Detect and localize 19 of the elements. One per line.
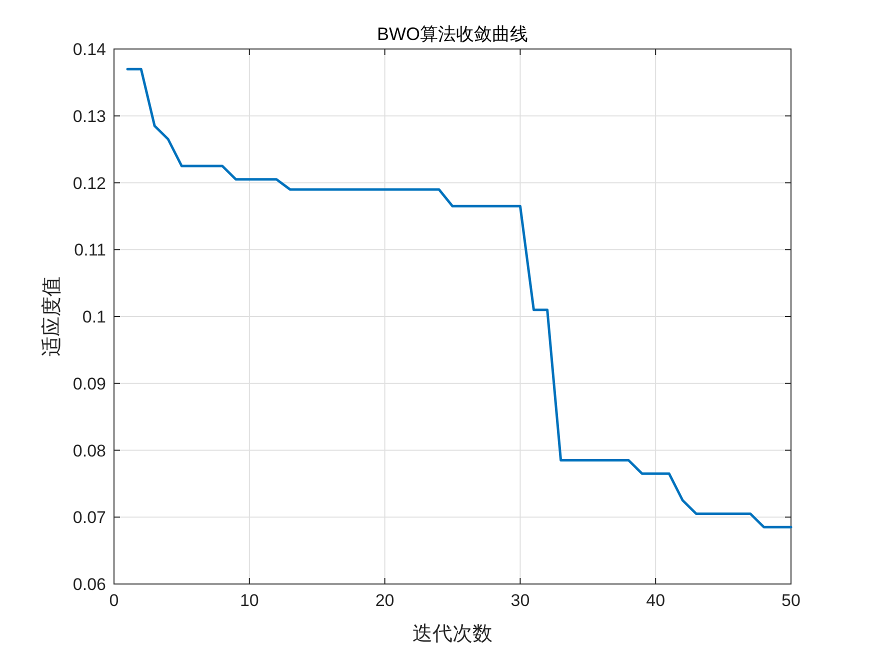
x-tick-label: 40 <box>646 591 666 610</box>
y-tick-label: 0.13 <box>72 106 106 126</box>
y-tick-label: 0.1 <box>82 308 106 326</box>
x-tick-label: 20 <box>375 591 394 610</box>
chart-title: BWO算法收敛曲线 <box>377 24 528 44</box>
line-series <box>126 68 792 528</box>
y-tick-label: 0.07 <box>72 508 106 528</box>
y-tick-label: 0.11 <box>74 240 106 260</box>
x-axis-title: 迭代次数 <box>412 623 492 645</box>
y-tick-label: 0.06 <box>72 575 106 594</box>
y-axis-title: 适应度值 <box>41 276 63 356</box>
y-tick-label: 0.14 <box>72 40 106 59</box>
y-tick-label: 0.12 <box>72 174 106 193</box>
y-tick-label: 0.08 <box>72 441 106 460</box>
x-tick-label: 30 <box>510 591 530 610</box>
x-tick-label: 10 <box>240 591 259 610</box>
x-tick-label: 0 <box>109 591 119 610</box>
y-tick-label: 0.09 <box>72 374 106 394</box>
x-tick-label: 50 <box>782 591 800 610</box>
